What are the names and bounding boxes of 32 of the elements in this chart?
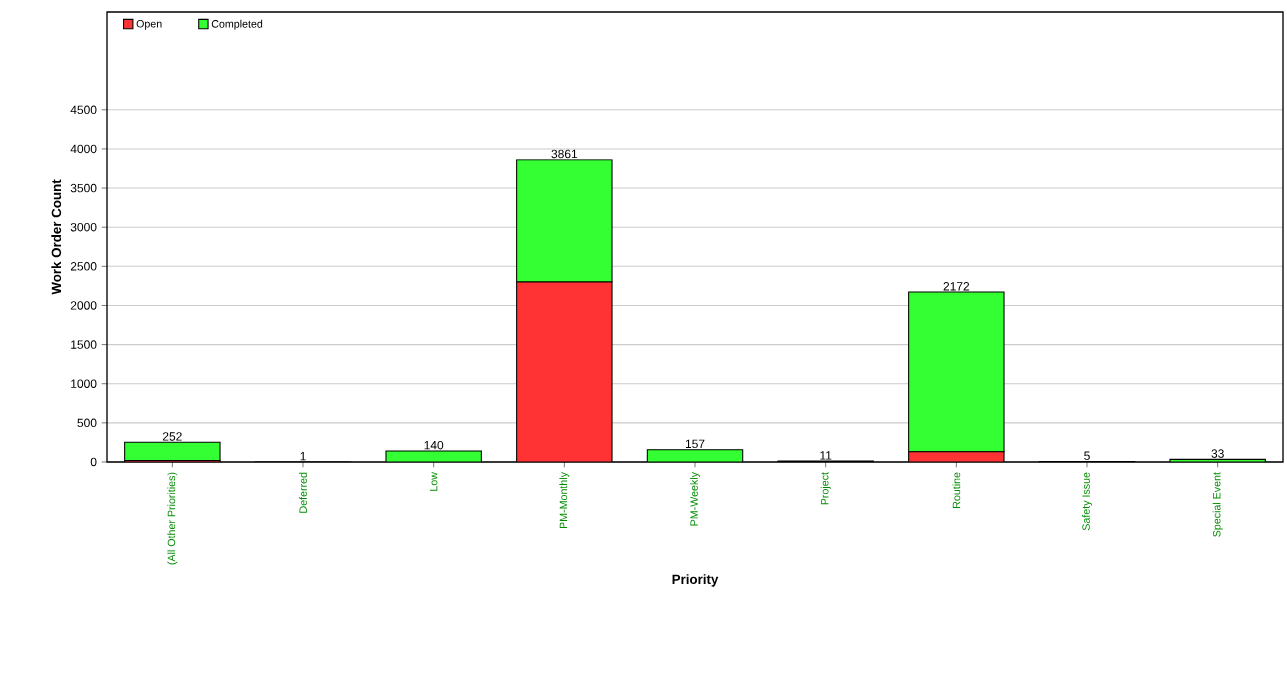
total-label: 1 [300, 452, 306, 461]
total-label: 2172 [943, 282, 970, 291]
total-label: 140 [424, 440, 444, 450]
total-label: 11 [820, 451, 832, 460]
y-tick-label: 0 [90, 457, 97, 467]
x-axis-title: Priority [672, 574, 719, 587]
x-tick-label: Deferred [299, 472, 307, 513]
x-tick-label: Low [429, 472, 438, 491]
x-tick-label: Safety Issue [1082, 472, 1092, 531]
x-tick-label: Routine [952, 472, 961, 508]
y-tick-label: 2500 [70, 262, 97, 271]
total-label: 157 [685, 439, 705, 449]
x-tick-label: PM-Monthly [559, 472, 570, 529]
y-tick-label: 2000 [70, 301, 97, 310]
x-tick-label: PM-Weekly [690, 472, 700, 526]
x-tick-label: Special Event [1212, 472, 1223, 537]
y-tick-label: 4500 [70, 105, 97, 115]
total-label: 252 [162, 432, 182, 441]
x-tick-label: Project [820, 472, 831, 505]
y-tick-label: 3000 [70, 222, 97, 232]
y-tick-label: 1500 [71, 340, 97, 349]
y-axis-title: Work Order Count [51, 179, 62, 295]
total-label: 33 [1211, 449, 1224, 458]
y-tick-label: 1000 [71, 379, 97, 388]
total-label: 3861 [551, 149, 578, 159]
total-label: 5 [1084, 451, 1090, 461]
x-tick-label: (All Other Priorities) [167, 472, 178, 565]
legend-label: Completed [211, 19, 263, 30]
y-tick-label: 4000 [70, 144, 97, 154]
y-tick-label: 500 [77, 418, 97, 428]
y-tick-label: 3500 [70, 183, 97, 193]
legend-label: Open [136, 19, 162, 30]
